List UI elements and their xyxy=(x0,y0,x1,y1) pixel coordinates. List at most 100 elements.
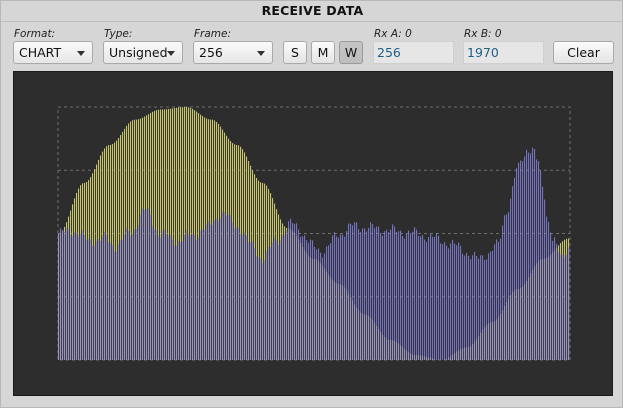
bar-s1-70 xyxy=(198,237,200,360)
rx-a-label: Rx A: 0 xyxy=(374,28,412,40)
bar-s1-154 xyxy=(366,231,368,360)
frame-select[interactable]: 256 xyxy=(193,41,273,64)
bar-s1-111 xyxy=(280,240,282,360)
bar-s1-126 xyxy=(310,239,312,360)
bar-s1-166 xyxy=(390,229,392,360)
bar-s1-129 xyxy=(316,249,318,360)
bar-s0-59 xyxy=(176,107,178,360)
bar-s1-77 xyxy=(212,225,214,360)
bar-s1-138 xyxy=(334,232,336,360)
type-value: Unsigned xyxy=(109,45,168,60)
bar-s1-175 xyxy=(408,230,410,360)
bar-s1-71 xyxy=(200,230,202,360)
bar-s1-226 xyxy=(510,198,512,360)
bar-s1-49 xyxy=(156,230,158,360)
bar-s1-152 xyxy=(362,228,364,360)
bar-s1-194 xyxy=(446,245,448,360)
bar-s1-146 xyxy=(350,223,352,360)
bar-s1-165 xyxy=(388,232,390,360)
bar-s1-206 xyxy=(470,259,472,360)
bar-s1-75 xyxy=(208,221,210,360)
bar-s1-64 xyxy=(186,230,188,360)
bar-s1-20 xyxy=(98,239,100,360)
bar-s1-5 xyxy=(68,228,70,360)
bar-s1-239 xyxy=(536,159,538,360)
mode-s-button[interactable]: S xyxy=(283,41,307,64)
bar-s1-106 xyxy=(270,247,272,360)
bar-s1-67 xyxy=(192,233,194,360)
bar-s1-160 xyxy=(378,226,380,360)
bar-s1-119 xyxy=(296,223,298,360)
bar-s1-193 xyxy=(444,242,446,360)
bar-s1-83 xyxy=(224,212,226,360)
bar-s1-122 xyxy=(302,236,304,360)
bar-s1-28 xyxy=(114,251,116,360)
format-value: CHART xyxy=(19,45,62,60)
bar-s1-231 xyxy=(520,160,522,360)
bar-s1-203 xyxy=(464,255,466,360)
bar-s1-74 xyxy=(206,224,208,360)
bar-s1-156 xyxy=(370,222,372,360)
bar-s1-29 xyxy=(116,251,118,360)
rx-b-value: 1970 xyxy=(463,41,544,64)
type-label: Type: xyxy=(104,28,133,40)
bar-s0-66 xyxy=(190,107,192,360)
clear-button[interactable]: Clear xyxy=(553,41,614,64)
bar-s1-212 xyxy=(482,255,484,360)
bar-s1-237 xyxy=(532,147,534,360)
bar-s1-47 xyxy=(152,225,154,360)
bar-s1-88 xyxy=(234,228,236,360)
bar-s1-191 xyxy=(440,243,442,360)
bar-s1-221 xyxy=(500,238,502,360)
bar-s1-227 xyxy=(512,186,514,360)
bar-s1-96 xyxy=(250,242,252,360)
bar-s1-140 xyxy=(338,237,340,360)
chevron-down-icon xyxy=(77,51,85,56)
bar-s1-236 xyxy=(530,153,532,360)
bar-s1-4 xyxy=(66,228,68,360)
bar-s1-187 xyxy=(432,236,434,360)
bar-s1-118 xyxy=(294,223,296,360)
bar-s1-181 xyxy=(420,236,422,360)
bar-s1-99 xyxy=(256,256,258,360)
frame-label: Frame: xyxy=(194,28,232,40)
bar-s0-55 xyxy=(168,108,170,361)
bar-s1-10 xyxy=(78,236,80,360)
mode-m-button[interactable]: M xyxy=(311,41,335,64)
type-select[interactable]: Unsigned xyxy=(103,41,183,64)
bar-s1-53 xyxy=(164,229,166,360)
bar-s1-9 xyxy=(76,233,78,360)
bar-s1-241 xyxy=(540,170,542,360)
format-select[interactable]: CHART xyxy=(13,41,93,64)
bar-s0-70 xyxy=(198,113,200,360)
bar-s1-136 xyxy=(330,243,332,360)
bar-s1-107 xyxy=(272,242,274,360)
bar-s1-197 xyxy=(452,239,454,360)
bar-s1-11 xyxy=(80,233,82,360)
bar-s1-86 xyxy=(230,214,232,360)
bar-s1-78 xyxy=(214,219,216,360)
bar-s1-238 xyxy=(534,148,536,360)
bar-s1-255 xyxy=(568,247,570,360)
bar-s1-34 xyxy=(126,228,128,360)
bar-s1-174 xyxy=(406,233,408,360)
bar-s1-43 xyxy=(144,209,146,360)
bar-s1-45 xyxy=(148,207,150,360)
bar-s1-26 xyxy=(110,243,112,360)
rx-a-value: 256 xyxy=(373,41,454,64)
bar-s1-143 xyxy=(344,236,346,360)
bar-s0-57 xyxy=(172,108,174,360)
bar-s1-79 xyxy=(216,218,218,360)
chevron-down-icon xyxy=(257,51,265,56)
bar-s1-59 xyxy=(176,245,178,360)
title-divider xyxy=(1,21,623,22)
bar-s1-63 xyxy=(184,234,186,360)
data-chart xyxy=(13,71,613,396)
bar-s1-132 xyxy=(322,257,324,360)
bar-s1-17 xyxy=(92,245,94,360)
mode-w-button[interactable]: W xyxy=(339,41,363,64)
bar-s1-190 xyxy=(438,235,440,360)
bar-s1-234 xyxy=(526,149,528,360)
bar-s1-110 xyxy=(278,244,280,360)
bar-s1-155 xyxy=(368,227,370,360)
